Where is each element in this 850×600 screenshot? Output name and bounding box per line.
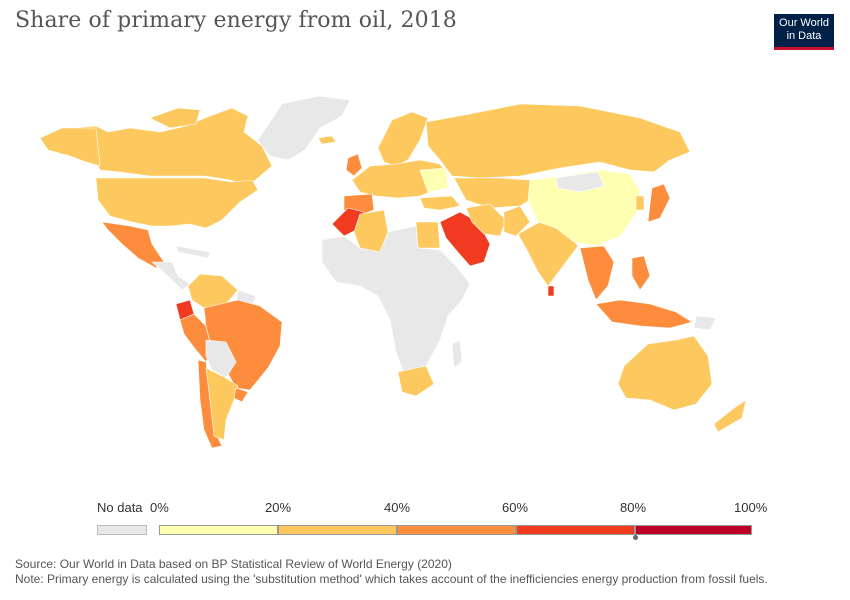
region-australia[interactable] bbox=[617, 335, 713, 411]
legend-tick-100: 100% bbox=[734, 500, 768, 515]
legend-tick-0: 0% bbox=[150, 500, 169, 515]
region-scandinavia[interactable] bbox=[377, 111, 429, 167]
legend-bin-20-40[interactable] bbox=[278, 525, 397, 535]
region-central-america[interactable] bbox=[151, 261, 191, 291]
region-mexico[interactable] bbox=[101, 221, 165, 269]
region-southeast-asia[interactable] bbox=[579, 245, 615, 301]
legend-bin-60-80[interactable] bbox=[516, 525, 635, 535]
legend-tick-60: 60% bbox=[502, 500, 529, 515]
world-map bbox=[39, 95, 747, 449]
legend-tick-20: 20% bbox=[265, 500, 292, 515]
note-text: Note: Primary energy is calculated using… bbox=[15, 572, 768, 586]
region-uk[interactable] bbox=[345, 153, 363, 177]
legend-no-data-swatch[interactable] bbox=[97, 525, 147, 535]
region-china[interactable] bbox=[527, 169, 641, 247]
region-canada[interactable] bbox=[47, 107, 273, 187]
region-greenland[interactable] bbox=[257, 95, 351, 161]
legend-bin-40-60[interactable] bbox=[397, 525, 516, 535]
region-iran[interactable] bbox=[465, 203, 507, 237]
region-argentina[interactable] bbox=[205, 367, 239, 441]
region-iceland[interactable] bbox=[317, 135, 337, 145]
region-arctic-islands[interactable] bbox=[149, 107, 201, 129]
region-sri-lanka[interactable] bbox=[547, 285, 555, 297]
region-russia[interactable] bbox=[425, 103, 691, 179]
region-eastern-europe[interactable] bbox=[419, 167, 449, 193]
region-colombia-venezuela[interactable] bbox=[187, 273, 239, 309]
region-south-africa[interactable] bbox=[397, 365, 435, 397]
legend-bin-80-100[interactable] bbox=[635, 525, 752, 535]
legend-bin-0-20[interactable] bbox=[159, 525, 278, 535]
logo-line-2: in Data bbox=[786, 30, 822, 42]
source-text: Source: Our World in Data based on BP St… bbox=[15, 557, 452, 571]
region-mongolia[interactable] bbox=[555, 171, 605, 193]
owid-logo[interactable]: Our World in Data bbox=[774, 14, 834, 50]
region-egypt[interactable] bbox=[415, 221, 441, 249]
region-caribbean[interactable] bbox=[175, 245, 211, 259]
region-africa[interactable] bbox=[321, 225, 471, 375]
region-korea[interactable] bbox=[635, 195, 645, 211]
region-uruguay[interactable] bbox=[233, 387, 249, 403]
region-philippines[interactable] bbox=[631, 255, 651, 291]
region-pakistan[interactable] bbox=[503, 205, 531, 237]
region-usa[interactable] bbox=[95, 177, 259, 229]
region-turkey[interactable] bbox=[419, 195, 461, 211]
color-legend: No data 0% 20% 40% 60% 80% 100% bbox=[0, 495, 850, 545]
region-japan[interactable] bbox=[647, 183, 671, 223]
region-png[interactable] bbox=[693, 315, 717, 331]
legend-tick-40: 40% bbox=[384, 500, 411, 515]
region-madagascar[interactable] bbox=[451, 339, 463, 369]
footer: Source: Our World in Data based on BP St… bbox=[15, 557, 768, 587]
marker-dot bbox=[633, 535, 638, 540]
logo-line-1: Our World bbox=[779, 17, 829, 29]
region-central-asia[interactable] bbox=[453, 177, 541, 209]
legend-no-data-label: No data bbox=[97, 500, 143, 515]
chart-title: Share of primary energy from oil, 2018 bbox=[15, 8, 457, 33]
region-indonesia[interactable] bbox=[595, 299, 693, 329]
region-new-zealand[interactable] bbox=[713, 399, 747, 433]
region-alaska[interactable] bbox=[39, 127, 101, 167]
legend-tick-80: 80% bbox=[620, 500, 647, 515]
